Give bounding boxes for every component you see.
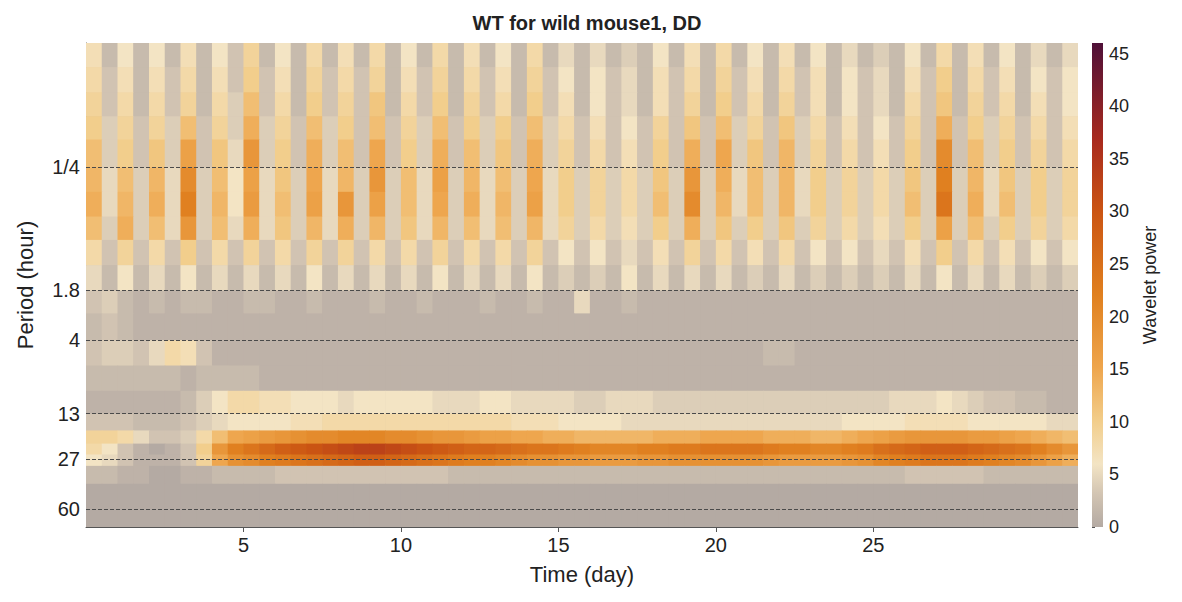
svg-text:1.8: 1.8	[52, 279, 80, 301]
svg-text:45: 45	[1109, 44, 1129, 64]
svg-text:15: 15	[1109, 359, 1129, 379]
svg-text:0: 0	[1109, 517, 1119, 537]
svg-text:Period (hour): Period (hour)	[13, 221, 38, 349]
svg-text:13: 13	[58, 403, 80, 425]
svg-text:Wavelet power: Wavelet power	[1140, 226, 1160, 344]
svg-text:5: 5	[1109, 464, 1119, 484]
svg-text:1/4: 1/4	[52, 156, 80, 178]
svg-text:20: 20	[1109, 307, 1129, 327]
svg-text:35: 35	[1109, 149, 1129, 169]
svg-text:40: 40	[1109, 96, 1129, 116]
svg-text:27: 27	[58, 448, 80, 470]
svg-text:20: 20	[705, 534, 727, 556]
svg-text:Time (day): Time (day)	[530, 562, 634, 587]
svg-text:10: 10	[1109, 412, 1129, 432]
svg-text:10: 10	[390, 534, 412, 556]
svg-text:5: 5	[238, 534, 249, 556]
svg-text:60: 60	[58, 498, 80, 520]
svg-text:30: 30	[1109, 201, 1129, 221]
svg-text:4: 4	[69, 329, 80, 351]
svg-text:WT for wild mouse1, DD: WT for wild mouse1, DD	[473, 12, 702, 34]
svg-text:25: 25	[1109, 254, 1129, 274]
svg-text:25: 25	[862, 534, 884, 556]
svg-text:15: 15	[547, 534, 569, 556]
